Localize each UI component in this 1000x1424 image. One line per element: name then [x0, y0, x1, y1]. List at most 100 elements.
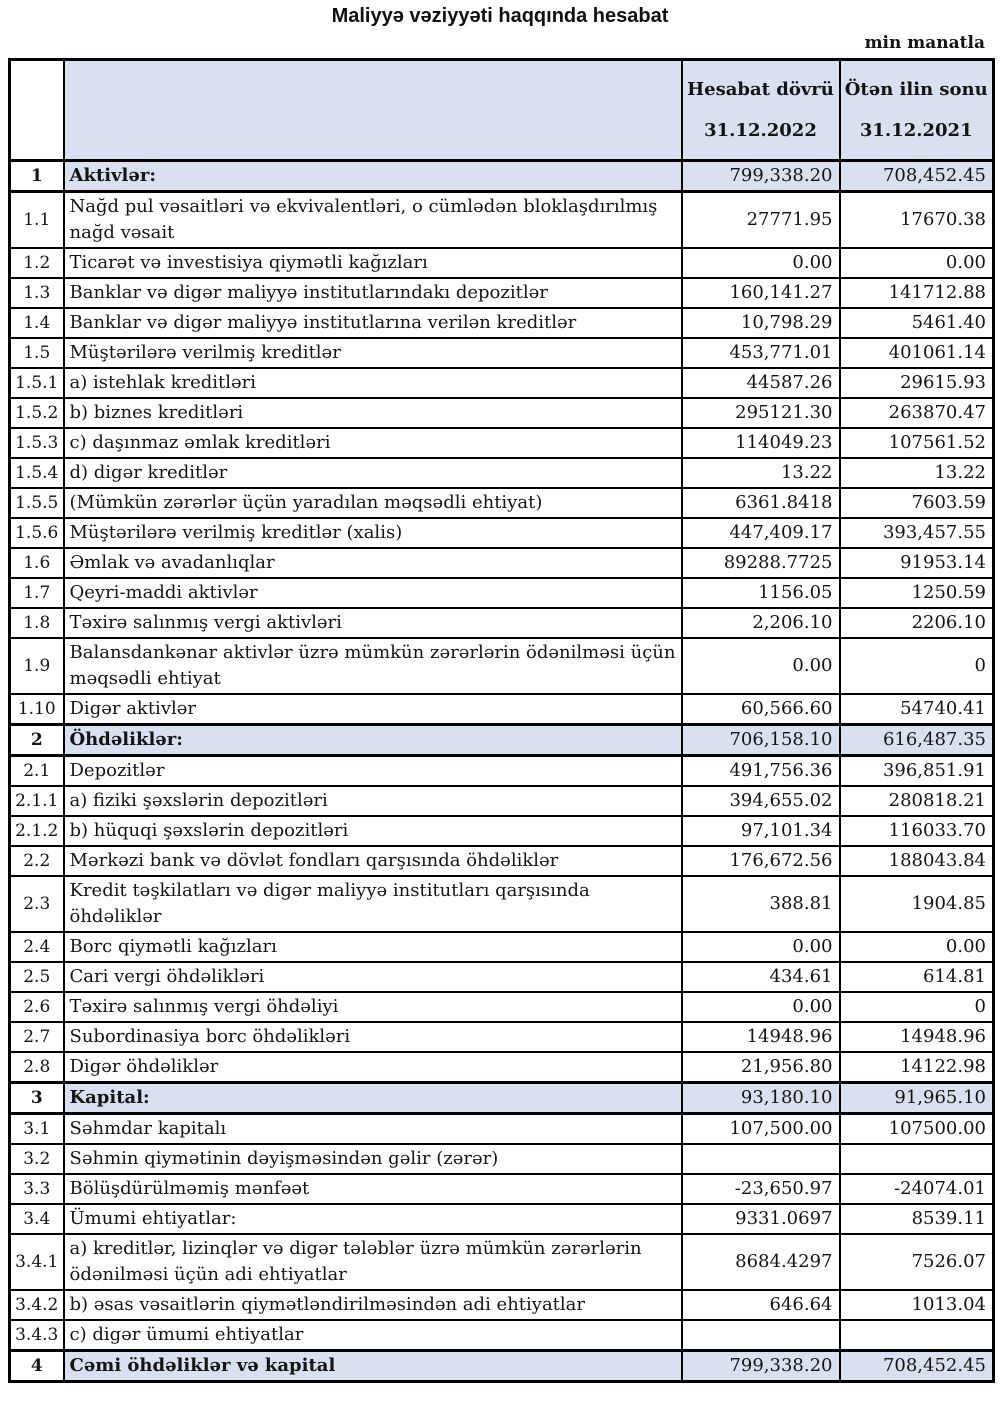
value-prior: 1904.85 — [838, 875, 995, 933]
row-label: Banklar və digər maliyyə institutlarına … — [62, 307, 683, 339]
value-prior: 280818.21 — [838, 785, 995, 817]
row-number: 1.2 — [8, 247, 65, 279]
section-row: 2 Öhdəliklər: 706,158.10 616,487.35 — [8, 723, 995, 757]
row-number: 2.7 — [8, 1021, 65, 1053]
value-prior: 1013.04 — [838, 1289, 995, 1321]
section-row: 1 Aktivlər: 799,338.20 708,452.45 — [8, 159, 995, 193]
row-number: 1.7 — [8, 577, 65, 609]
row-label: Depozitlər — [62, 754, 683, 787]
table-row: 2.1.1 a) fiziki şəxslərin depozitləri 394,… — [8, 785, 995, 817]
table-row: 1.5.2 b) biznes kreditləri 295121.30 263870… — [8, 397, 995, 429]
value-prior: 0.00 — [838, 931, 995, 963]
row-number: 3.3 — [8, 1173, 65, 1205]
section-row: 4 Cəmi öhdəliklər və kapital 799,338.20 708… — [8, 1349, 995, 1383]
value-prior: 54740.41 — [838, 693, 995, 726]
row-label: Təxirə salınmış vergi aktivləri — [62, 607, 683, 639]
row-label: c) digər ümumi ehtiyatlar — [62, 1319, 683, 1352]
row-label: Balansdankənar aktivlər üzrə mümkün zərə… — [62, 637, 683, 695]
value-current — [680, 1143, 841, 1175]
row-label: Banklar və digər maliyyə institutlarında… — [62, 277, 683, 309]
table-row: 2.5 Cari vergi öhdəlikləri 434.61 614.81 — [8, 961, 995, 993]
table-row: 2.2 Mərkəzi bank və dövlət fondları qarşı… — [8, 845, 995, 877]
value-prior: -24074.01 — [838, 1173, 995, 1205]
row-label: a) istehlak kreditləri — [62, 367, 683, 399]
row-label: Səhmin qiymətinin dəyişməsindən gəlir (z… — [62, 1143, 683, 1175]
value-current: 1156.05 — [680, 577, 841, 609]
value-prior: 188043.84 — [838, 845, 995, 877]
prior-period-label: Ötən ilin sonu — [844, 79, 988, 100]
value-prior: 0.00 — [838, 247, 995, 279]
current-period-date: 31.12.2022 — [704, 120, 817, 141]
value-prior: 107500.00 — [838, 1112, 995, 1145]
value-current: 93,180.10 — [680, 1081, 841, 1115]
value-current: 107,500.00 — [680, 1112, 841, 1145]
row-number: 4 — [8, 1349, 65, 1383]
row-label: Müştərilərə verilmiş kreditlər — [62, 337, 683, 369]
row-label: Kredit təşkilatları və digər maliyyə ins… — [62, 875, 683, 933]
value-prior: 396,851.91 — [838, 754, 995, 787]
table-row: 3.4 Ümumi ehtiyatlar: 9331.0697 8539.11 — [8, 1203, 995, 1235]
table-row: 3.3 Bölüşdürülməmiş mənfəət -23,650.97 -240… — [8, 1173, 995, 1205]
row-number: 3 — [8, 1081, 65, 1115]
row-number: 3.4.2 — [8, 1289, 65, 1321]
value-current: 89288.7725 — [680, 547, 841, 579]
row-number: 1.10 — [8, 693, 65, 726]
value-current: -23,650.97 — [680, 1173, 841, 1205]
table-row: 1.5.6 Müştərilərə verilmiş kreditlər (xal… — [8, 517, 995, 549]
row-number: 2.6 — [8, 991, 65, 1023]
header-row: Hesabat dövrü 31.12.2022 Ötən ilin sonu … — [8, 58, 995, 162]
row-label: Borc qiymətli kağızları — [62, 931, 683, 963]
value-current: 0.00 — [680, 931, 841, 963]
value-current: 97,101.34 — [680, 815, 841, 847]
row-label: Təxirə salınmış vergi öhdəliyi — [62, 991, 683, 1023]
value-prior: 708,452.45 — [838, 1349, 995, 1383]
col-header-description — [62, 58, 683, 162]
value-current: 13.22 — [680, 457, 841, 489]
row-label: Digər aktivlər — [62, 693, 683, 726]
table-row: 1.4 Banklar və digər maliyyə institutları… — [8, 307, 995, 339]
row-number: 1.5.2 — [8, 397, 65, 429]
table-row: 1.5.3 c) daşınmaz əmlak kreditləri 114049.… — [8, 427, 995, 459]
page-title: Maliyyə vəziyyəti haqqında hesabat — [331, 5, 669, 27]
row-number: 2 — [8, 723, 65, 757]
table-row: 1.1 Nağd pul vəsaitləri və ekvivalentləri… — [8, 190, 995, 249]
value-current: 6361.8418 — [680, 487, 841, 519]
value-prior: 0 — [838, 637, 995, 695]
table-row: 1.5 Müştərilərə verilmiş kreditlər 453,771… — [8, 337, 995, 369]
row-label: Ümumi ehtiyatlar: — [62, 1203, 683, 1235]
value-prior: 616,487.35 — [838, 723, 995, 757]
value-current: 14948.96 — [680, 1021, 841, 1053]
table-body: 1 Aktivlər: 799,338.20 708,452.45 1.1 Nağd pu… — [8, 159, 995, 1383]
value-current: 44587.26 — [680, 367, 841, 399]
table-row: 1.9 Balansdankənar aktivlər üzrə mümkün z… — [8, 637, 995, 695]
table-row: 1.5.4 d) digər kreditlər 13.22 13.22 — [8, 457, 995, 489]
row-label: c) daşınmaz əmlak kreditləri — [62, 427, 683, 459]
table-row: 2.6 Təxirə salınmış vergi öhdəliyi 0.00 0 — [8, 991, 995, 1023]
row-number: 1.9 — [8, 637, 65, 695]
row-number: 1.5.5 — [8, 487, 65, 519]
col-header-prior-period: Ötən ilin sonu 31.12.2021 — [838, 58, 995, 162]
row-label: Müştərilərə verilmiş kreditlər (xalis) — [62, 517, 683, 549]
row-number: 2.2 — [8, 845, 65, 877]
row-number: 2.1.1 — [8, 785, 65, 817]
value-current: 799,338.20 — [680, 1349, 841, 1383]
table-row: 2.3 Kredit təşkilatları və digər maliyyə … — [8, 875, 995, 933]
row-number: 1.5 — [8, 337, 65, 369]
row-number: 1 — [8, 159, 65, 193]
row-label: Mərkəzi bank və dövlət fondları qarşısın… — [62, 845, 683, 877]
row-number: 3.4 — [8, 1203, 65, 1235]
value-current: 0.00 — [680, 991, 841, 1023]
row-number: 1.3 — [8, 277, 65, 309]
row-label: Digər öhdəliklər — [62, 1051, 683, 1084]
value-prior: 7526.07 — [838, 1233, 995, 1291]
row-label: Qeyri-maddi aktivlər — [62, 577, 683, 609]
row-label: Əmlak və avadanlıqlar — [62, 547, 683, 579]
table-row: 1.6 Əmlak və avadanlıqlar 89288.7725 91953.… — [8, 547, 995, 579]
table-row: 3.4.1 a) kreditlər, lizinqlər və digər tə… — [8, 1233, 995, 1291]
value-current: 9331.0697 — [680, 1203, 841, 1235]
value-prior: 708,452.45 — [838, 159, 995, 193]
unit-note: min manatla — [864, 33, 985, 53]
table-row: 2.8 Digər öhdəliklər 21,956.80 14122.98 — [8, 1051, 995, 1084]
value-current: 799,338.20 — [680, 159, 841, 193]
value-prior: 2206.10 — [838, 607, 995, 639]
